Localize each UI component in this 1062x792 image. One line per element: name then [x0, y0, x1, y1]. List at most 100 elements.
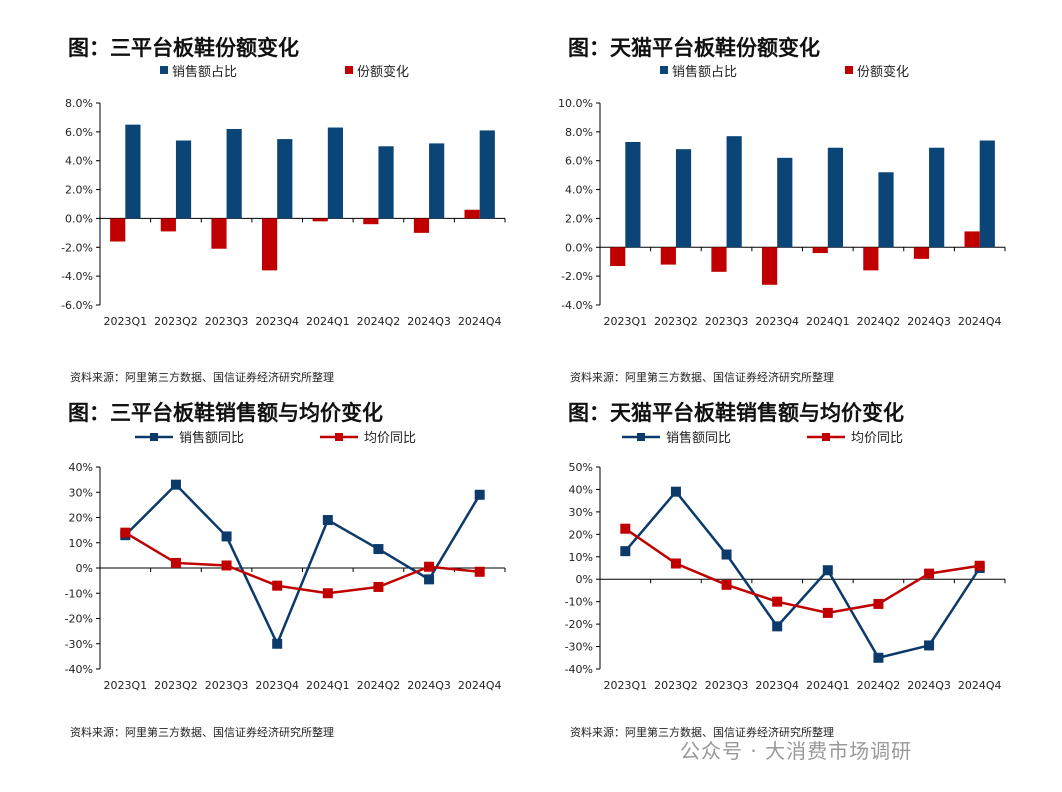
bar	[160, 218, 176, 232]
y-tick-label: 40%	[569, 483, 593, 496]
series-line	[124, 482, 481, 647]
y-tick-label: -40%	[65, 663, 93, 676]
source-note-1: 资料来源：阿里第三方数据、国信证券经济研究所整理	[70, 371, 334, 384]
legend-marker	[335, 433, 343, 441]
legend-label: 销售额占比	[172, 64, 237, 80]
x-tick-label: 2023Q2	[654, 679, 698, 692]
y-tick-label: 4.0%	[65, 155, 93, 168]
x-tick-label: 2024Q4	[458, 315, 502, 328]
data-point	[772, 596, 783, 607]
legend-swatch	[160, 66, 168, 74]
bar	[878, 172, 894, 248]
y-tick-label: 10%	[569, 551, 593, 564]
y-tick-label: -30%	[565, 641, 593, 654]
data-point	[373, 581, 384, 592]
data-point	[721, 549, 732, 560]
y-tick-label: 4.0%	[565, 184, 593, 197]
data-point	[272, 580, 283, 591]
data-point	[373, 544, 384, 555]
y-tick-label: 0%	[576, 573, 593, 586]
bar	[979, 140, 995, 248]
series-line	[624, 489, 981, 660]
data-point	[322, 588, 333, 599]
x-tick-label: 2024Q4	[958, 315, 1002, 328]
y-tick-label: -6.0%	[61, 299, 93, 312]
legend-label: 销售额同比	[666, 430, 731, 446]
bar	[762, 247, 778, 285]
y-tick-label: -2.0%	[61, 241, 93, 254]
legend-swatch	[845, 66, 853, 74]
x-tick-label: 2024Q1	[806, 315, 850, 328]
watermark: 公众号 · 大消费市场调研	[680, 739, 913, 763]
data-point	[474, 566, 485, 577]
bar	[226, 128, 242, 219]
bar	[277, 139, 293, 219]
chart-title-4: 图：天猫平台板鞋销售额与均价变化	[568, 401, 904, 425]
y-tick-label: 2.0%	[65, 184, 93, 197]
x-tick-label: 2024Q2	[357, 679, 401, 692]
legend-label: 销售额同比	[179, 430, 244, 446]
y-tick-label: 20%	[69, 512, 93, 525]
x-tick-label: 2024Q1	[306, 315, 350, 328]
y-tick-label: -40%	[565, 663, 593, 676]
x-tick-label: 2024Q2	[857, 679, 901, 692]
y-tick-label: -10%	[65, 587, 93, 600]
x-tick-label: 2024Q2	[357, 315, 401, 328]
bar	[464, 209, 480, 219]
x-tick-label: 2023Q2	[154, 315, 198, 328]
data-point	[924, 568, 935, 579]
data-point	[670, 486, 681, 497]
x-tick-label: 2024Q3	[907, 315, 951, 328]
x-tick-label: 2023Q1	[603, 679, 647, 692]
data-point	[873, 598, 884, 609]
x-tick-label: 2023Q4	[755, 679, 799, 692]
chart-title-2: 图：天猫平台板鞋份额变化	[568, 36, 820, 60]
y-tick-label: 8.0%	[565, 126, 593, 139]
x-tick-label: 2023Q1	[103, 315, 147, 328]
chart-title-1: 图：三平台板鞋份额变化	[68, 36, 299, 60]
y-tick-label: -20%	[65, 613, 93, 626]
bar	[479, 130, 495, 219]
x-tick-label: 2024Q1	[306, 679, 350, 692]
y-tick-label: 30%	[569, 506, 593, 519]
legend-label: 均价同比	[851, 431, 903, 446]
data-point	[670, 558, 681, 569]
bar	[964, 231, 980, 248]
source-note-2: 资料来源：阿里第三方数据、国信证券经济研究所整理	[570, 371, 834, 384]
y-tick-label: -30%	[65, 638, 93, 651]
data-point	[424, 574, 435, 585]
y-tick-label: 6.0%	[65, 126, 93, 139]
bar	[675, 149, 692, 248]
source-note-3: 资料来源：阿里第三方数据、国信证券经济研究所整理	[70, 726, 334, 739]
data-point	[873, 652, 884, 663]
bar	[625, 141, 641, 248]
x-tick-label: 2023Q1	[103, 679, 147, 692]
data-point	[170, 557, 181, 568]
legend-swatch	[660, 66, 668, 74]
bar	[413, 218, 430, 233]
data-point	[272, 638, 283, 649]
y-tick-label: 8.0%	[65, 97, 93, 110]
x-tick-label: 2024Q4	[458, 679, 502, 692]
data-point	[721, 579, 732, 590]
x-tick-label: 2024Q3	[407, 679, 451, 692]
bar	[827, 147, 843, 248]
data-point	[170, 479, 181, 490]
x-tick-label: 2023Q1	[603, 315, 647, 328]
legend-marker	[822, 433, 830, 441]
data-point	[424, 561, 435, 572]
data-point	[620, 523, 631, 534]
x-tick-label: 2023Q2	[654, 315, 698, 328]
legend-swatch	[345, 66, 353, 74]
bar	[262, 218, 278, 271]
bar	[211, 218, 227, 249]
y-tick-label: -2.0%	[561, 270, 593, 283]
y-tick-label: 10.0%	[558, 97, 593, 110]
y-tick-label: 10%	[69, 537, 93, 550]
y-tick-label: 0%	[76, 562, 93, 575]
bar	[378, 146, 394, 219]
bar	[110, 218, 126, 242]
legend-label: 销售额占比	[672, 64, 737, 80]
